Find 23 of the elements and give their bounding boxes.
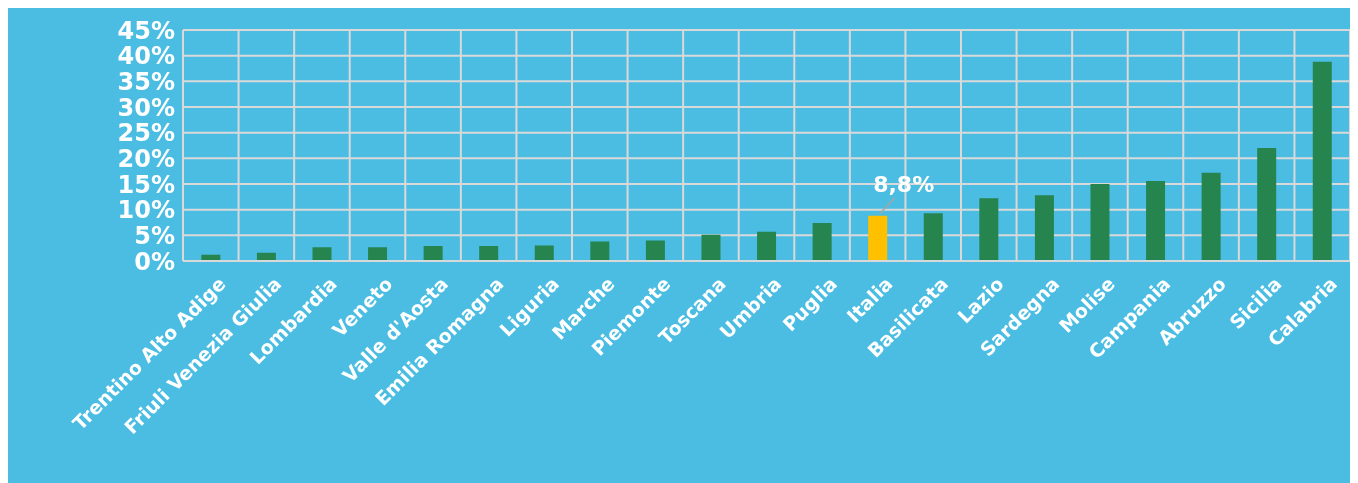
bar: [812, 223, 832, 261]
y-tick-label: 0%: [134, 247, 175, 276]
bar: [1257, 148, 1277, 261]
bar: [590, 241, 610, 261]
bar: [701, 234, 721, 261]
bar: [979, 198, 999, 261]
bar: [479, 246, 499, 261]
bar: [1146, 180, 1166, 261]
bar: [423, 246, 443, 261]
y-tick-label: 30%: [117, 93, 175, 122]
bar: [645, 240, 665, 261]
bar: [368, 247, 388, 261]
bar: [868, 215, 888, 261]
bar: [534, 245, 554, 261]
y-tick-label: 15%: [117, 170, 175, 199]
bar: [757, 231, 777, 261]
y-tick-label: 45%: [117, 16, 175, 45]
bar: [1034, 195, 1054, 261]
bar: [1090, 184, 1110, 261]
bar: [923, 213, 943, 261]
bar: [312, 247, 332, 261]
bar: [1201, 172, 1221, 261]
bar: [1312, 61, 1332, 261]
